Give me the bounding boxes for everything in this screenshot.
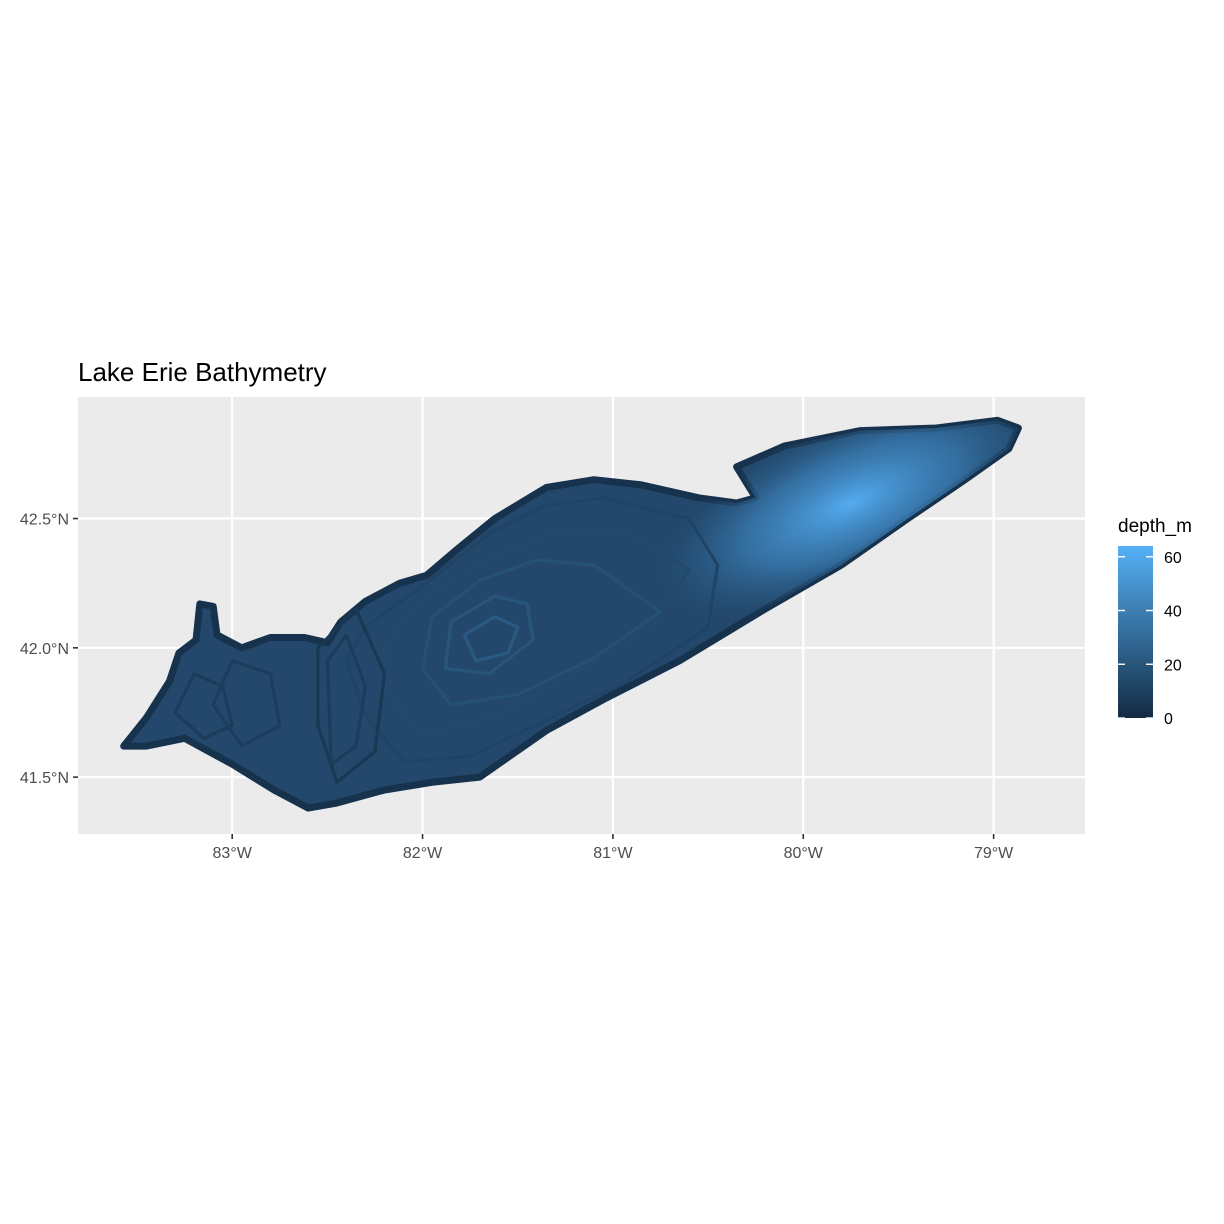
x-axis: 83°W 82°W 81°W 80°W 79°W (213, 834, 1014, 862)
depth-contour (382, 527, 691, 738)
y-tick-label: 42.5°N (20, 512, 69, 529)
legend-tick-label: 60 (1164, 550, 1182, 567)
legend-colorbar (1118, 546, 1153, 718)
legend-tick-label: 40 (1164, 604, 1182, 621)
x-tick-label: 81°W (593, 845, 633, 862)
depth-contour (421, 558, 663, 707)
legend-tick-label: 20 (1164, 657, 1182, 674)
depth-contour (173, 672, 234, 740)
y-axis: 41.5°N 42.0°N 42.5°N (20, 512, 78, 787)
legend-title: depth_m (1118, 516, 1192, 537)
deep-basin (655, 420, 1019, 619)
chart-title: Lake Erie Bathymetry (78, 357, 327, 387)
depth-contour (325, 633, 367, 766)
legend-tick-label: 0 (1164, 711, 1173, 728)
legend-ticks: 0 20 40 60 (1118, 550, 1182, 728)
depth-contours (173, 496, 720, 784)
y-tick-label: 42.0°N (20, 641, 69, 658)
x-tick-label: 83°W (213, 845, 253, 862)
y-tick-label: 41.5°N (20, 770, 69, 787)
depth-contour (211, 659, 282, 748)
x-tick-label: 80°W (784, 845, 824, 862)
depth-contour (316, 607, 387, 784)
legend: depth_m 0 20 40 60 (1118, 516, 1192, 728)
x-tick-label: 79°W (974, 845, 1014, 862)
depth-contour (443, 594, 535, 676)
x-tick-label: 82°W (403, 845, 443, 862)
depth-contour (462, 615, 520, 663)
